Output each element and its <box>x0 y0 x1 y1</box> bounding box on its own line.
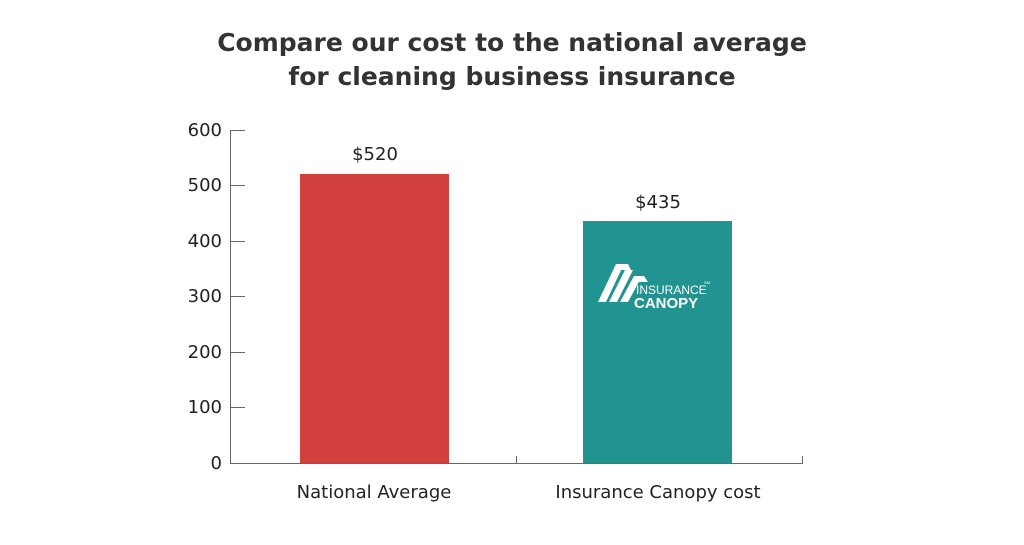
y-tick-400 <box>230 241 245 242</box>
chart-title: Compare our cost to the national average… <box>0 26 1024 94</box>
y-tick-500 <box>230 185 245 186</box>
y-tick-label: 400 <box>187 231 222 252</box>
chart-title-line-2: for cleaning business insurance <box>288 62 736 91</box>
x-label-insurance-canopy: Insurance Canopy cost <box>555 482 761 503</box>
x-label-national-average: National Average <box>296 482 452 503</box>
y-tick-600 <box>230 130 245 131</box>
canopy-roof-icon: INSURANCE SM CANOPY <box>598 264 710 312</box>
chart-title-line-1: Compare our cost to the national average <box>217 28 807 57</box>
data-label-national-average: $520 <box>352 144 398 165</box>
bar-national-average <box>300 174 449 463</box>
bar-insurance-canopy <box>583 221 732 463</box>
data-label-insurance-canopy: $435 <box>635 192 681 213</box>
x-tick-mid <box>516 456 517 464</box>
y-axis-line <box>230 130 231 464</box>
y-tick-label: 100 <box>187 397 222 418</box>
y-tick-label: 200 <box>187 342 222 363</box>
x-tick-end <box>802 456 803 464</box>
y-tick-200 <box>230 352 245 353</box>
y-tick-label: 0 <box>210 453 222 474</box>
y-tick-label: 600 <box>187 120 222 141</box>
insurance-canopy-logo: INSURANCE SM CANOPY <box>598 258 718 314</box>
svg-text:CANOPY: CANOPY <box>634 295 698 312</box>
y-tick-300 <box>230 296 245 297</box>
svg-text:SM: SM <box>704 280 710 285</box>
y-tick-label: 300 <box>187 286 222 307</box>
svg-text:INSURANCE: INSURANCE <box>636 283 707 297</box>
y-tick-100 <box>230 407 245 408</box>
y-tick-label: 500 <box>187 175 222 196</box>
